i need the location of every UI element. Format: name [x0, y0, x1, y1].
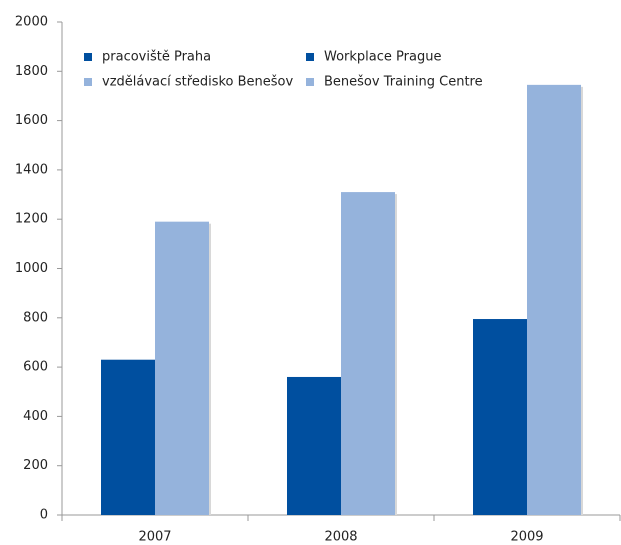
legend-label: vzdělávací středisko Benešov: [102, 75, 293, 90]
y-tick-label: 1200: [15, 212, 48, 227]
legend-label: Workplace Prague: [324, 50, 441, 65]
y-tick-label: 1000: [15, 261, 48, 276]
x-tick-label: 2008: [324, 530, 357, 545]
legend-label: pracoviště Praha: [102, 50, 211, 65]
bar: [527, 84, 581, 516]
legend-swatch: [306, 53, 314, 61]
y-tick-label: 600: [23, 360, 48, 375]
y-tick-label: 800: [23, 310, 48, 325]
legend-label: Benešov Training Centre: [324, 75, 483, 90]
legend-swatch: [84, 53, 92, 61]
legend-swatch: [306, 78, 314, 86]
y-tick-label: 1400: [15, 162, 48, 177]
legend-swatch: [84, 78, 92, 86]
bar: [155, 221, 209, 516]
bar: [341, 192, 395, 515]
bar: [473, 319, 527, 515]
y-tick-label: 1800: [15, 64, 48, 79]
x-tick-label: 2009: [510, 530, 543, 545]
x-tick-label: 2007: [138, 530, 171, 545]
y-tick-label: 400: [23, 409, 48, 424]
bar: [101, 359, 155, 515]
y-tick-label: 2000: [15, 15, 48, 30]
y-tick-label: 1600: [15, 113, 48, 128]
y-tick-label: 200: [23, 458, 48, 473]
bar: [287, 376, 341, 515]
y-tick-label: 0: [40, 508, 48, 523]
